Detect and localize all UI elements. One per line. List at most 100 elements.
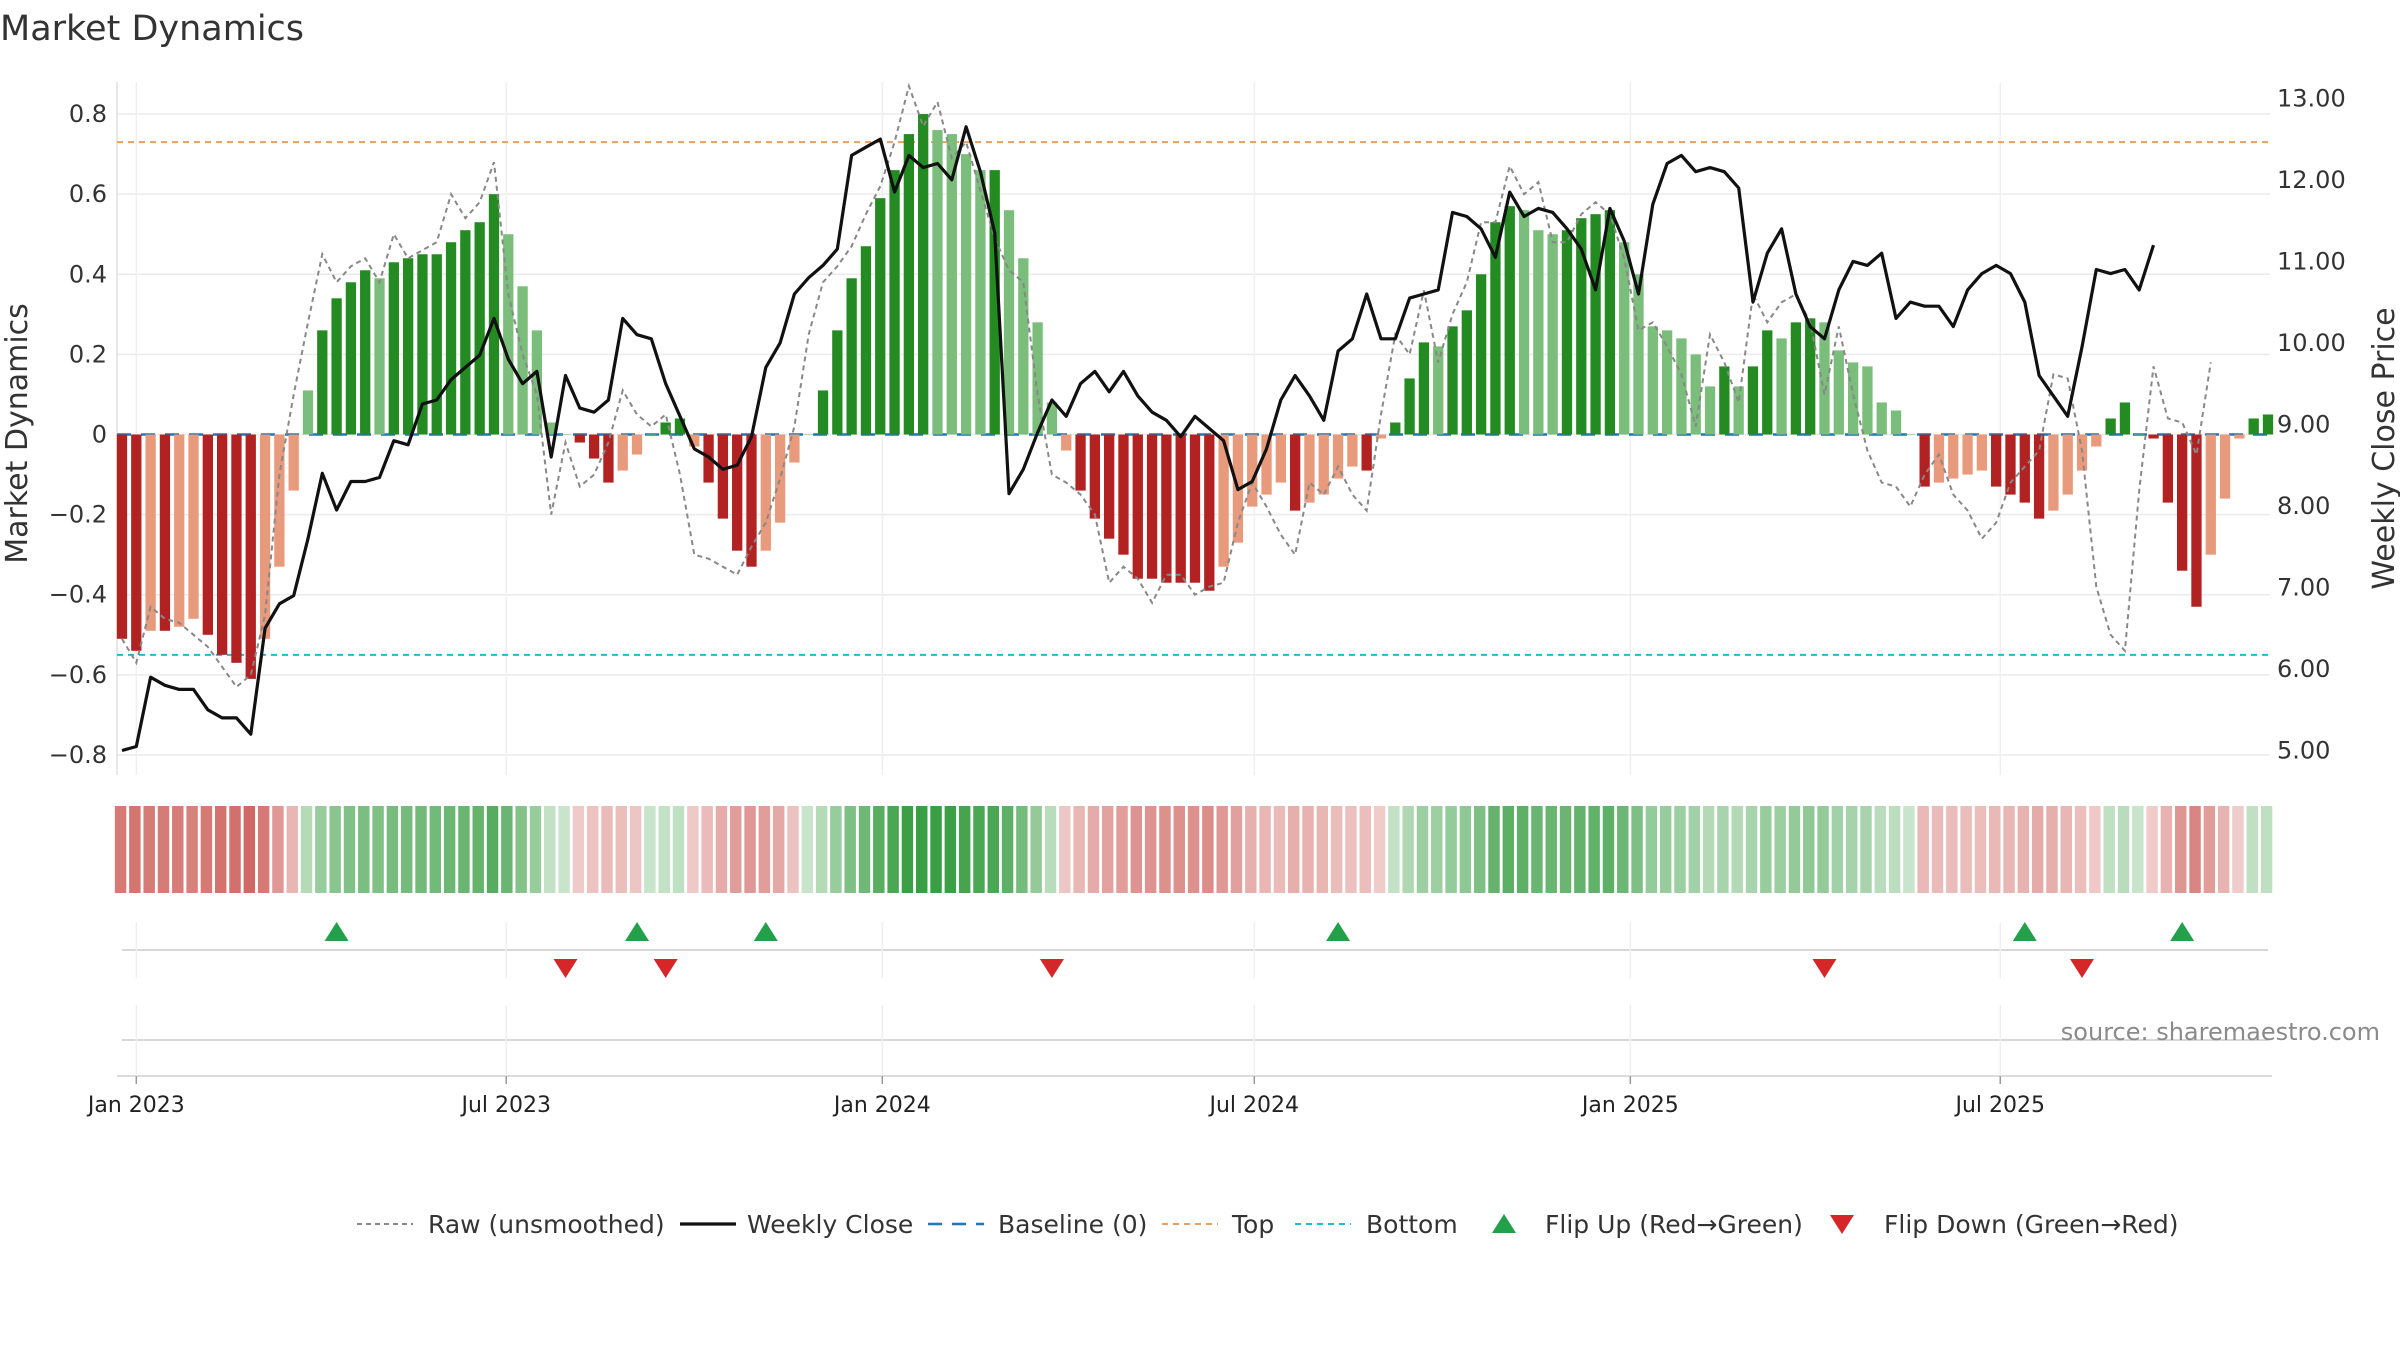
dynamics-bar <box>1189 434 1201 583</box>
regime-strip <box>114 806 2273 893</box>
left-tick-label: 0.8 <box>69 100 107 128</box>
strip-cell <box>1001 806 1014 893</box>
dynamics-bar <box>431 254 442 435</box>
dynamics-bar <box>2033 434 2045 519</box>
strip-cell <box>1144 806 1157 893</box>
strip-cell <box>2260 806 2273 893</box>
strip-cell <box>1602 806 1615 893</box>
strip-cell <box>1431 806 1443 893</box>
dynamics-bar <box>317 330 328 435</box>
strip-cell <box>1130 806 1143 893</box>
chart-title: Market Dynamics <box>0 9 304 49</box>
strip-cell <box>930 806 942 893</box>
dynamics-bar <box>960 154 972 435</box>
dynamics-bar <box>216 434 228 655</box>
strip-cell <box>1960 806 1972 893</box>
strip-cell <box>1373 806 1386 893</box>
dynamics-bar <box>460 230 471 435</box>
strip-cell <box>572 806 585 893</box>
dynamics-bar <box>202 434 213 635</box>
strip-cell <box>129 806 141 893</box>
dynamics-bar <box>660 422 671 435</box>
strip-cell <box>358 806 370 893</box>
flip-up-marker <box>1326 922 1351 941</box>
strip-cell <box>200 806 213 893</box>
flip-down-marker <box>653 959 678 978</box>
dynamics-bar <box>374 278 385 435</box>
strip-cell <box>858 806 871 893</box>
right-tick-label: 10.00 <box>2277 329 2346 357</box>
strip-cell <box>973 806 985 893</box>
x-tick-label: Jul 2023 <box>459 1093 551 1118</box>
strip-cell <box>415 806 427 893</box>
strip-cell <box>1402 806 1414 893</box>
strip-cell <box>329 806 341 893</box>
dynamics-bar <box>717 434 729 519</box>
dynamics-bar <box>989 170 1000 435</box>
strip-cell <box>1259 806 1271 893</box>
dynamics-bar <box>2091 434 2102 447</box>
strip-cell <box>2074 806 2087 893</box>
dynamics-bar <box>288 434 299 491</box>
strip-cell <box>1345 806 1357 893</box>
dynamics-bar <box>1747 366 1759 435</box>
dynamics-bar <box>946 134 957 435</box>
dynamics-bar <box>517 286 528 435</box>
dynamics-bar <box>1862 366 1873 435</box>
strip-cell <box>2017 806 2030 893</box>
dynamics-bar <box>2005 434 2016 495</box>
dynamics-bar <box>2205 434 2216 555</box>
dynamics-bar <box>1447 326 1458 435</box>
dynamics-bar <box>1733 386 1744 435</box>
dynamics-bar <box>746 434 757 567</box>
strip-cell <box>286 806 298 893</box>
dynamics-bar <box>832 330 843 435</box>
dynamics-bar <box>2048 434 2059 511</box>
dynamics-bar <box>274 434 285 567</box>
strip-cell <box>1245 806 1257 893</box>
left-axis-label: Market Dynamics <box>0 303 35 564</box>
dynamics-bar <box>689 434 700 447</box>
dynamics-bar <box>2019 434 2030 503</box>
dynamics-bar <box>1175 434 1186 583</box>
dynamics-bar <box>2219 434 2231 499</box>
strip-cell <box>987 806 999 893</box>
dynamics-bar <box>603 434 614 483</box>
strip-cell <box>2160 806 2173 893</box>
flip-up-marker <box>324 922 349 941</box>
strip-cell <box>157 806 170 893</box>
dynamics-bar <box>789 434 800 463</box>
strip-cell <box>2189 806 2201 893</box>
dynamics-bar <box>1762 330 1773 435</box>
strip-cell <box>1488 806 1500 893</box>
strip-cell <box>601 806 613 893</box>
strip-cell <box>772 806 785 893</box>
strip-cell <box>1645 806 1658 893</box>
dynamics-bar <box>1991 434 2002 487</box>
dynamics-bar <box>1347 434 1358 467</box>
legend-flip-down-swatch <box>1830 1215 1854 1234</box>
dynamics-bar <box>1933 434 1945 483</box>
dynamics-bar <box>188 434 199 619</box>
strip-cell <box>2232 806 2244 893</box>
strip-cell <box>1173 806 1185 893</box>
strip-cell <box>1659 806 1672 893</box>
strip-cell <box>2203 806 2216 893</box>
dynamics-bar <box>889 170 900 435</box>
strip-cell <box>1574 806 1586 893</box>
strip-cell <box>1931 806 1944 893</box>
strip-cell <box>1974 806 1987 893</box>
dynamics-bar <box>1561 230 1573 435</box>
strip-cell <box>758 806 771 893</box>
left-tick-label: 0 <box>92 421 107 449</box>
dynamics-bar <box>1790 322 1802 435</box>
dynamics-bar <box>1576 218 1587 435</box>
strip-cell <box>1030 806 1042 893</box>
dynamics-bar <box>2234 434 2245 439</box>
dynamics-bar <box>488 194 500 435</box>
strip-cell <box>1989 806 2001 893</box>
strip-cell <box>1073 806 1085 893</box>
strip-cell <box>529 806 542 893</box>
strip-cell <box>2217 806 2230 893</box>
strip-cell <box>2132 806 2144 893</box>
